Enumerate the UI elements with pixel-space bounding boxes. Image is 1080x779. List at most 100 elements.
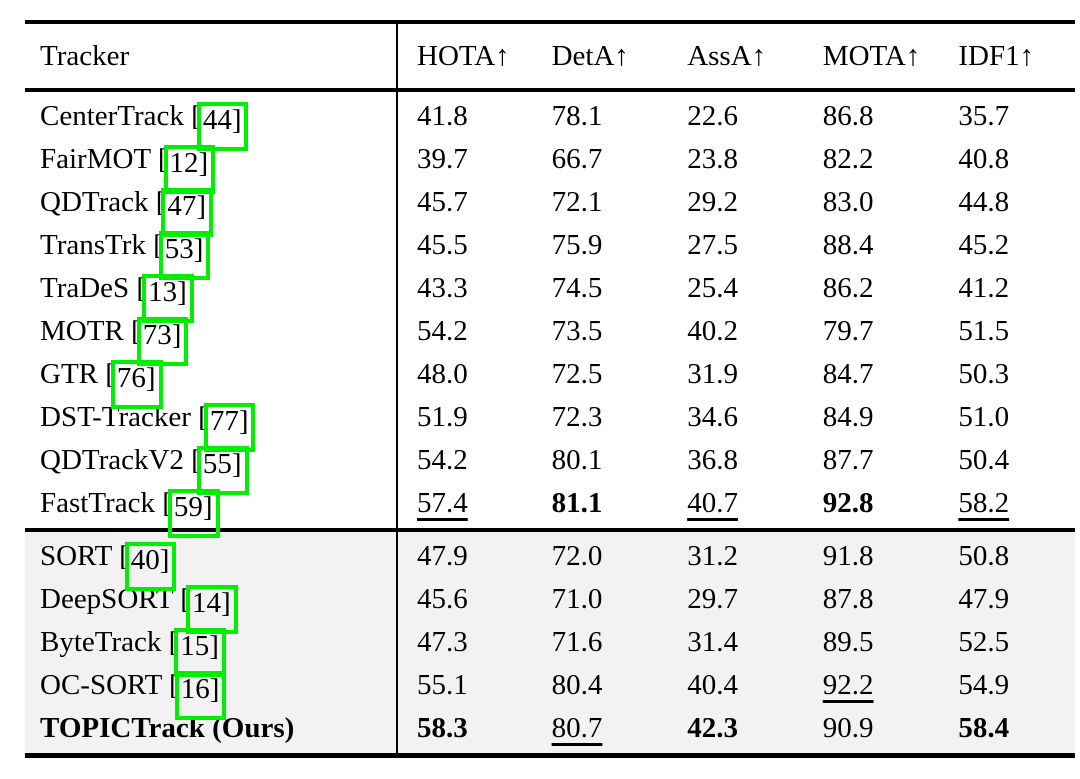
citation-link[interactable]: 59] <box>167 489 220 538</box>
metric-value: 71.0 <box>551 583 603 615</box>
metric-cell-deta: 66.7 <box>533 138 669 181</box>
metric-cell-deta: 80.4 <box>532 664 669 707</box>
metric-value: 45.5 <box>417 229 468 261</box>
citation-link[interactable]: 47] <box>161 188 214 237</box>
metric-value: 52.5 <box>958 626 1010 658</box>
tracker-cell: FastTrack [59] <box>25 482 397 538</box>
tracker-cell: QDTrackV2 [55] <box>25 439 397 495</box>
metric-value: 51.0 <box>958 401 1010 433</box>
metric-value: 58.4 <box>958 712 1010 744</box>
metric-value: 40.4 <box>687 669 738 701</box>
metric-cell-hota: 54.2 <box>396 439 533 482</box>
metric-cell-idf1: 58.4 <box>939 707 1075 756</box>
metric-value: 88.4 <box>822 229 874 261</box>
tracker-name: TraDeS [ <box>40 272 147 304</box>
metric-cell-assa: 42.3 <box>668 707 804 756</box>
metric-cell-idf1: 45.2 <box>939 224 1075 267</box>
metric-value: 22.6 <box>687 100 738 132</box>
citation-link[interactable]: 13] <box>142 274 194 323</box>
metric-value: 50.4 <box>958 444 1010 476</box>
metric-value: 58.2 <box>958 487 1010 519</box>
metric-value: 91.8 <box>822 540 874 572</box>
metric-cell-idf1: 40.8 <box>939 138 1075 181</box>
metric-cell-mota: 82.2 <box>804 138 940 181</box>
tracker-name: QDTrack [ <box>40 186 166 218</box>
citation-link[interactable]: 55] <box>196 446 249 495</box>
metric-cell-hota: 57.4 <box>396 482 533 530</box>
tracker-name: SORT [ <box>40 540 129 572</box>
metric-cell-hota: 45.6 <box>396 578 533 621</box>
column-header-tracker: Tracker <box>25 22 397 92</box>
citation-link[interactable]: 77] <box>203 403 256 452</box>
metric-value: 73.5 <box>551 315 603 347</box>
metric-cell-idf1: 51.0 <box>939 396 1075 439</box>
metric-cell-mota: 79.7 <box>804 310 940 353</box>
citation-link[interactable]: 53] <box>158 231 211 280</box>
metric-value: 35.7 <box>958 100 1010 132</box>
metric-value: 40.7 <box>687 487 738 519</box>
metric-value: 58.3 <box>417 712 468 744</box>
metric-cell-deta: 72.1 <box>533 181 669 224</box>
metric-value: 40.8 <box>958 143 1010 175</box>
metric-cell-assa: 23.8 <box>668 138 804 181</box>
citation-link[interactable]: 14] <box>185 585 238 634</box>
metric-cell-hota: 48.0 <box>396 353 533 396</box>
metric-cell-idf1: 50.3 <box>939 353 1075 396</box>
metric-cell-deta: 75.9 <box>533 224 669 267</box>
table-header-row: Tracker HOTA↑ DetA↑ AssA↑ MOTA↑ IDF1↑ <box>25 22 1075 92</box>
metric-value: 51.9 <box>417 401 468 433</box>
metric-cell-deta: 74.5 <box>533 267 669 310</box>
metric-value: 83.0 <box>822 186 874 218</box>
table-row-fairmot: FairMOT [12] 39.7 66.7 23.8 82.2 40.8 <box>25 138 1075 194</box>
metric-cell-mota: 88.4 <box>804 224 940 267</box>
table-row-deepsort: DeepSORT [14] 45.6 71.0 29.7 87.8 47.9 <box>25 578 1075 634</box>
table-header: Tracker HOTA↑ DetA↑ AssA↑ MOTA↑ IDF1↑ <box>25 22 1075 92</box>
metric-value: 80.1 <box>551 444 603 476</box>
metric-cell-idf1: 58.2 <box>939 482 1075 530</box>
metric-cell-hota: 41.8 <box>396 90 533 138</box>
metric-value: 45.2 <box>958 229 1010 261</box>
table-row-dst-tracker: DST-Tracker [77] 51.9 72.3 34.6 84.9 51.0 <box>25 396 1075 452</box>
metric-value: 82.2 <box>822 143 874 175</box>
metric-cell-assa: 36.8 <box>668 439 804 482</box>
citation-link[interactable]: 44] <box>196 102 249 151</box>
tracker-cell: GTR [76] <box>25 353 397 409</box>
metric-value: 54.9 <box>958 669 1010 701</box>
metric-value: 81.1 <box>551 487 603 519</box>
citation-link[interactable]: 16] <box>174 671 227 720</box>
table-row-trades: TraDeS [13] 43.3 74.5 25.4 86.2 41.2 <box>25 267 1075 323</box>
metric-value: 87.7 <box>822 444 874 476</box>
citation-link[interactable]: 15] <box>174 628 226 677</box>
metric-cell-assa: 29.7 <box>668 578 804 621</box>
column-header-mota: MOTA↑ <box>803 22 940 92</box>
metric-cell-hota: 47.9 <box>396 528 533 578</box>
metric-value: 45.7 <box>417 186 468 218</box>
table-row-qdtrackv2: QDTrackV2 [55] 54.2 80.1 36.8 87.7 50.4 <box>25 439 1075 495</box>
metric-value: 29.7 <box>687 583 738 615</box>
metric-cell-mota: 92.8 <box>804 482 940 530</box>
metric-cell-hota: 45.7 <box>396 181 533 224</box>
citation-link[interactable]: 40] <box>124 542 177 591</box>
table-row-fasttrack: FastTrack [59] 57.4 81.1 40.7 92.8 58.2 <box>25 482 1075 538</box>
metric-value: 72.3 <box>551 401 603 433</box>
metric-cell-idf1: 44.8 <box>939 181 1075 224</box>
citation-link[interactable]: 76] <box>110 360 163 409</box>
paper-results-table-region: Tracker HOTA↑ DetA↑ AssA↑ MOTA↑ IDF1↑ CenterT… <box>25 20 1075 758</box>
metric-value: 78.1 <box>551 100 603 132</box>
metric-cell-deta: 80.1 <box>533 439 669 482</box>
citation-link[interactable]: 73] <box>136 317 189 366</box>
tracker-cell: SORT [40] <box>25 528 397 591</box>
metric-cell-idf1: 50.8 <box>939 528 1075 578</box>
metric-cell-idf1: 51.5 <box>939 310 1075 353</box>
tracker-cell: FairMOT [12] <box>25 138 397 194</box>
metric-value: 43.3 <box>417 272 468 304</box>
tracker-name: TransTrk [ <box>40 229 163 261</box>
metric-cell-assa: 25.4 <box>668 267 804 310</box>
citation-link[interactable]: 12] <box>163 145 216 194</box>
metric-value: 87.8 <box>822 583 874 615</box>
metric-cell-assa: 29.2 <box>668 181 804 224</box>
metric-cell-mota: 83.0 <box>804 181 940 224</box>
tracker-name: QDTrackV2 [ <box>40 444 201 476</box>
metric-cell-assa: 22.6 <box>668 90 804 138</box>
metric-cell-deta: 80.7 <box>532 707 669 756</box>
